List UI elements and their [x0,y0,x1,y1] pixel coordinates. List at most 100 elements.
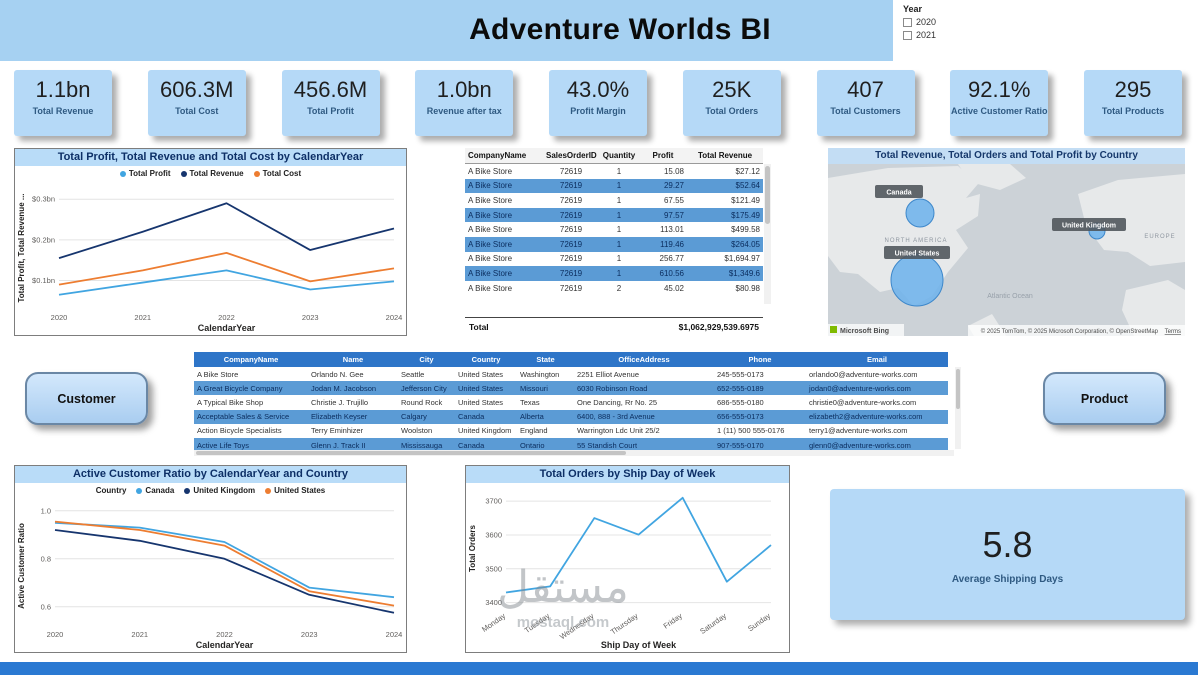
customer-table-hscrollbar[interactable] [194,450,954,456]
column-header[interactable]: Name [308,352,398,367]
svg-text:Sunday: Sunday [746,611,772,633]
svg-text:United States: United States [895,251,940,258]
svg-text:2022: 2022 [218,313,235,322]
scrollbar-thumb[interactable] [765,166,770,224]
scrollbar-thumb[interactable] [956,369,960,409]
svg-text:Canada: Canada [886,190,911,197]
table-row[interactable]: A Bike Store 72619 1 97.57 $175.49 [465,207,763,223]
svg-text:2020: 2020 [47,630,64,639]
svg-text:2022: 2022 [216,630,233,639]
line-chart-canvas[interactable]: 3400 3500 3600 3700 Monday Tuesday Wednesday Th… [466,483,789,652]
svg-text:$0.1bn: $0.1bn [32,276,55,285]
kpi-total-orders: 25K Total Orders [682,70,781,136]
svg-text:Friday: Friday [662,611,684,630]
legend-item[interactable]: United States [265,486,325,495]
map-bubble-canada[interactable] [905,198,935,228]
kpi-total-products: 295 Total Products [1084,70,1182,136]
map-bubble-united-states[interactable] [890,253,944,307]
checkbox-2021[interactable] [903,30,912,40]
column-header[interactable]: CompanyName [465,148,543,164]
table-row[interactable]: A Bike Store 72619 1 113.01 $499.58 [468,225,760,235]
legend-item[interactable]: Total Profit [119,169,171,178]
table-row[interactable]: A Bike Store 72619 1 610.56 $1,349.6 [465,266,763,281]
svg-text:Tuesday: Tuesday [523,611,552,635]
kpi-total-revenue: 1.1bn Total Revenue [14,70,112,136]
map-terms-link[interactable]: Terms [1165,329,1181,335]
scrollbar-thumb[interactable] [196,451,626,455]
table-row[interactable]: A Bike Store 72619 1 29.27 $52.64 [465,178,763,194]
bing-logo-label: Microsoft Bing [840,328,889,335]
table-row[interactable]: A Bike Store 72619 1 119.46 $264.05 [465,236,763,252]
table-row[interactable]: A Bike Store 72619 1 15.08 $27.12 [468,166,760,176]
column-header[interactable]: Quantity [599,148,639,164]
legend-title: Country [95,486,127,495]
map-attribution: © 2025 TomTom, © 2025 Microsoft Corporat… [981,328,1159,335]
svg-text:Ship Day of Week: Ship Day of Week [601,640,677,650]
column-header[interactable]: City [398,352,455,367]
header-banner [0,0,893,61]
map-canvas[interactable]: NORTH AMERICA EUROPE Atlantic Ocean Cana… [828,164,1185,336]
line-chart-canvas[interactable]: 0.6 0.8 1.0 2020 2021 2022 2023 2024 Active Cust… [15,498,406,652]
legend-item[interactable]: Canada [136,486,174,495]
map-landmass-africa [1122,280,1185,336]
map-landmass-europe [1078,174,1185,266]
customer-table-visual: CompanyName Name City Country State OfficeAdd… [194,352,961,456]
line-chart-canvas[interactable]: $0.1bn $0.2bn $0.3bn 2020 2021 2022 2023 2024 To… [15,181,406,335]
legend-item[interactable]: Total Cost [253,169,301,178]
chart-legend: Total Profit Total Revenue Total Cost [15,166,406,181]
chart-title: Active Customer Ratio by CalendarYear an… [15,466,406,483]
svg-text:United Kingdom: United Kingdom [1062,223,1116,230]
chart-legend: Country Canada United Kingdom United States [15,483,406,498]
svg-text:Active Customer Ratio: Active Customer Ratio [17,523,26,609]
table-row[interactable]: A Great Bicycle Company Jodan M. Jacobson… [194,381,948,396]
table-row[interactable]: A Bike Store 72619 1 67.55 $121.49 [468,195,760,205]
legend-item[interactable]: Total Revenue [180,169,244,178]
customer-button[interactable]: Customer [25,372,148,425]
column-header[interactable]: Phone [714,352,806,367]
table-row[interactable]: Acceptable Sales & Service Elizabeth Keys… [194,409,948,424]
svg-text:Wednesday: Wednesday [558,611,596,641]
column-header[interactable]: Email [806,352,948,367]
table-row[interactable]: A Bike Store 72619 1 256.77 $1,694.97 [468,254,760,264]
column-header[interactable]: SalesOrderID [543,148,599,164]
svg-text:0.8: 0.8 [41,554,51,563]
table-header-row: CompanyName Name City Country State OfficeAdd… [194,352,948,367]
product-button[interactable]: Product [1043,372,1166,425]
bing-logo-icon [830,326,837,333]
column-header[interactable]: OfficeAddress [574,352,714,367]
column-header[interactable]: Profit [639,148,687,164]
column-header[interactable]: Country [455,352,517,367]
map-title: Total Revenue, Total Orders and Total Pr… [828,148,1185,164]
year-option-2021[interactable]: 2021 [903,30,993,40]
table-row[interactable]: Active Life Toys Glenn J. Track II Mississ… [194,437,948,453]
customer-table-vscrollbar[interactable] [955,367,961,449]
column-header[interactable]: State [517,352,574,367]
column-header[interactable]: Total Revenue [687,148,763,164]
svg-text:Total Orders: Total Orders [468,524,477,572]
chart-title: Total Profit, Total Revenue and Total Co… [15,149,406,166]
order-table-scrollbar[interactable] [764,164,771,304]
map-landmass-north-america [828,166,980,306]
svg-text:1.0: 1.0 [41,506,51,515]
map-label-canada: Canada [875,185,923,198]
legend-item[interactable]: United Kingdom [184,486,255,495]
checkbox-2020[interactable] [903,17,912,27]
svg-text:2024: 2024 [386,630,403,639]
table-row[interactable]: Action Bicycle Specialists Terry Eminhize… [197,426,908,436]
year-option-2020[interactable]: 2020 [903,17,993,27]
total-label: Total [469,322,489,332]
table-row[interactable]: A Bike Store 72619 2 45.02 $80.98 [468,283,760,293]
table-row[interactable]: A Typical Bike Shop Christie J. Trujillo R… [197,397,917,407]
svg-text:2020: 2020 [51,313,68,322]
chart-title: Total Orders by Ship Day of Week [466,466,789,483]
table-row[interactable]: A Bike Store Orlando N. Gee Seattle United … [197,369,918,379]
map-label-united-kingdom: United Kingdom [1052,218,1126,231]
map-landmass-greenland [958,164,1026,190]
svg-text:0.6: 0.6 [41,602,51,611]
orders-by-ship-day-line-chart: Total Orders by Ship Day of Week 3400 350… [465,465,790,653]
column-header[interactable]: CompanyName [194,352,308,367]
svg-text:$0.2bn: $0.2bn [32,235,55,244]
kpi-row: 1.1bn Total Revenue 606.3M Total Cost 456.… [14,70,1182,138]
profit-revenue-cost-line-chart: Total Profit, Total Revenue and Total Co… [14,148,407,336]
